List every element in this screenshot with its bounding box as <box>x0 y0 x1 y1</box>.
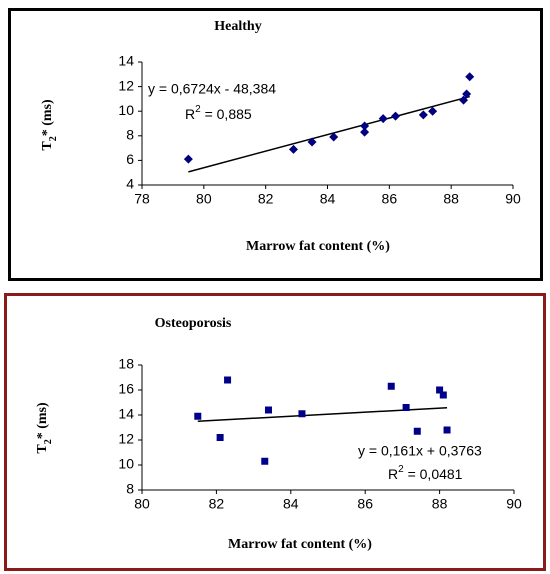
y-tick-label: 18 <box>118 356 134 372</box>
x-tick-label: 86 <box>357 496 373 512</box>
panel-frame <box>8 8 543 281</box>
data-point <box>264 406 272 414</box>
y-tick-label: 14 <box>118 53 134 69</box>
y-axis-label: T2* (ms) <box>35 402 54 454</box>
y-tick-label: 16 <box>118 381 134 397</box>
data-point <box>465 72 475 82</box>
data-point <box>298 410 306 418</box>
data-point <box>436 386 444 394</box>
data-point <box>443 426 451 434</box>
y-axis-label-part: 2 <box>43 439 54 444</box>
data-point <box>329 132 339 142</box>
y-axis-label-part: * (ms) <box>40 99 55 136</box>
y-tick-label: 10 <box>118 102 134 118</box>
chart-title: Healthy <box>214 19 261 34</box>
data-point <box>378 114 388 124</box>
y-axis-label-part: 2 <box>48 136 59 141</box>
y-axis-label-part: T <box>40 141 55 151</box>
x-axis-label: Marrow fat content (%) <box>228 537 372 552</box>
data-point <box>360 127 370 137</box>
x-tick-label: 80 <box>196 191 212 207</box>
y-axis-label-part: T <box>35 444 50 454</box>
y-tick-label: 8 <box>126 127 134 143</box>
x-tick-label: 78 <box>134 191 150 207</box>
y-tick-label: 12 <box>118 431 134 447</box>
y-tick-label: 4 <box>126 176 134 192</box>
trendline-r2-part: 2 <box>195 104 201 115</box>
x-tick-label: 84 <box>320 191 336 207</box>
data-point <box>462 89 472 99</box>
data-point <box>288 144 298 154</box>
data-point <box>413 427 421 435</box>
trendline-r2-part: R <box>388 466 398 482</box>
trendline-equation: y = 0,161x + 0,3763 <box>358 443 482 459</box>
data-point <box>224 376 232 384</box>
data-point <box>387 382 395 390</box>
x-tick-label: 82 <box>209 496 225 512</box>
data-point <box>428 106 438 116</box>
x-tick-label: 88 <box>443 191 459 207</box>
data-point <box>194 412 202 420</box>
x-tick-label: 86 <box>382 191 398 207</box>
trendline-equation: y = 0,6724x - 48,384 <box>148 81 276 97</box>
data-point <box>391 111 401 121</box>
y-axis-label-part: * (ms) <box>35 402 50 439</box>
trendline-r2: R2 = 0,0481 <box>388 464 463 482</box>
y-tick-label: 12 <box>118 77 134 93</box>
trendline-r2: R2 = 0,885 <box>185 104 252 122</box>
data-point <box>418 110 428 120</box>
y-tick-label: 8 <box>126 481 134 497</box>
x-tick-label: 80 <box>134 496 150 512</box>
trendline-r2-part: = 0,0481 <box>404 466 463 482</box>
panel-frame <box>4 293 546 571</box>
data-point <box>216 434 224 441</box>
x-tick-label: 90 <box>505 191 521 207</box>
data-point <box>183 154 193 164</box>
trendline <box>188 95 470 173</box>
y-tick-label: 14 <box>118 406 134 422</box>
y-tick-label: 10 <box>118 456 134 472</box>
data-point <box>360 121 370 131</box>
trendline-r2-part: 2 <box>398 464 404 475</box>
x-tick-label: 82 <box>258 191 274 207</box>
trendline-r2-part: R <box>185 106 195 122</box>
x-tick-label: 90 <box>506 496 522 512</box>
trendline-r2-part: = 0,885 <box>201 106 252 122</box>
data-point <box>261 457 269 465</box>
x-tick-label: 88 <box>432 496 448 512</box>
data-point <box>439 391 447 399</box>
y-tick-label: 6 <box>126 151 134 167</box>
data-point <box>307 137 317 147</box>
x-tick-label: 84 <box>283 496 299 512</box>
data-point <box>402 404 410 411</box>
data-point <box>459 95 469 105</box>
x-axis-label: Marrow fat content (%) <box>246 239 390 254</box>
y-axis-label: T2* (ms) <box>40 99 59 151</box>
chart-title: Osteoporosis <box>155 316 232 331</box>
